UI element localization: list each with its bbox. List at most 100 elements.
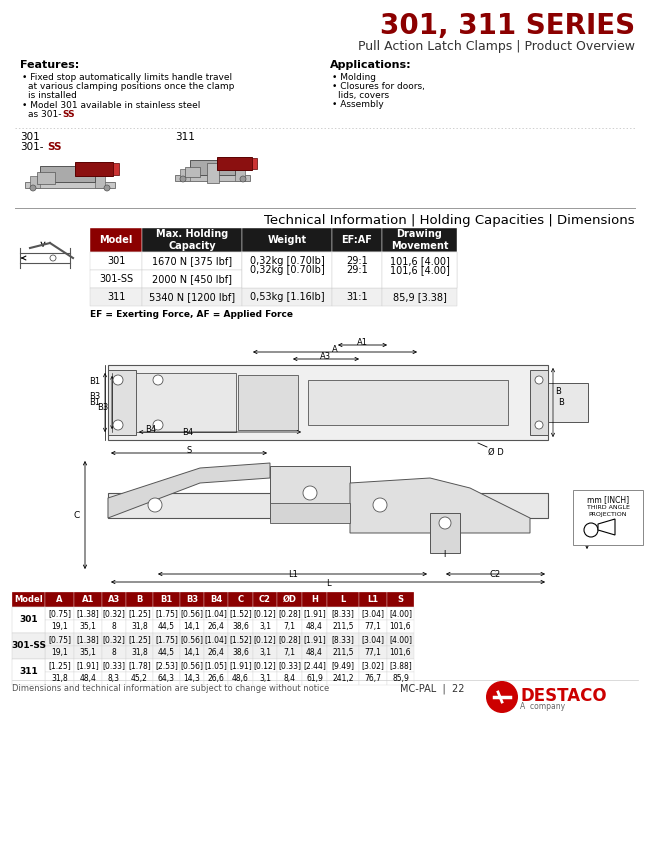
Text: 0,53kg [1.16lb]: 0,53kg [1.16lb] (250, 292, 324, 302)
Bar (277, 659, 302, 672)
Bar (359, 646, 387, 659)
Bar (95, 176, 105, 188)
Text: • Fixed stop automatically limits handle travel: • Fixed stop automatically limits handle… (22, 73, 232, 82)
Bar (387, 620, 414, 633)
Text: 301: 301 (107, 256, 125, 266)
Bar (387, 592, 414, 607)
Bar (75, 162, 113, 176)
Bar (382, 252, 457, 270)
Text: C2: C2 (259, 595, 271, 604)
Bar (45, 620, 74, 633)
Text: SS: SS (62, 110, 75, 119)
Text: EF:AF: EF:AF (341, 235, 372, 245)
Text: C: C (73, 510, 80, 520)
Bar (126, 633, 153, 646)
Text: [1.38]: [1.38] (77, 635, 99, 644)
Bar (108, 493, 548, 518)
Text: 0,32kg [0.70lb]: 0,32kg [0.70lb] (250, 256, 324, 266)
Circle shape (153, 375, 163, 385)
Text: 2000 N [450 lbf]: 2000 N [450 lbf] (152, 274, 232, 284)
Bar (228, 592, 253, 607)
Bar (387, 659, 414, 672)
Circle shape (30, 185, 36, 191)
Bar (180, 620, 204, 633)
Text: [0.28]: [0.28] (278, 635, 301, 644)
Bar (253, 633, 277, 646)
Text: B4: B4 (210, 595, 222, 604)
Text: [0.75]: [0.75] (48, 609, 71, 618)
Circle shape (303, 486, 317, 500)
Text: 48,6: 48,6 (232, 674, 249, 683)
Bar (113, 163, 119, 175)
Bar (359, 620, 387, 633)
Bar (253, 659, 277, 672)
Bar (204, 633, 228, 646)
Bar (228, 672, 253, 685)
Bar (270, 503, 350, 523)
Bar (142, 270, 242, 288)
Bar (180, 646, 204, 659)
Text: H: H (311, 595, 318, 604)
Text: 45,2: 45,2 (131, 674, 148, 683)
Text: [1.52]: [1.52] (229, 635, 252, 644)
Bar (180, 659, 204, 672)
Bar (126, 646, 153, 659)
Bar (253, 592, 277, 607)
Bar (153, 633, 180, 646)
Bar (45, 646, 74, 659)
Bar (302, 672, 327, 685)
Bar (277, 672, 302, 685)
Text: B: B (558, 398, 564, 407)
Text: [1.04]: [1.04] (205, 635, 228, 644)
Text: [1.25]: [1.25] (128, 635, 151, 644)
Text: A  company: A company (520, 702, 565, 711)
Text: [3.04]: [3.04] (361, 609, 385, 618)
Text: 29:1: 29:1 (346, 256, 368, 266)
Text: 19,1: 19,1 (51, 622, 68, 631)
Text: [1.25]: [1.25] (48, 661, 71, 670)
Bar (327, 633, 359, 646)
Bar (253, 607, 277, 620)
Text: • Closures for doors,: • Closures for doors, (332, 82, 425, 91)
Text: at various clamping positions once the clamp: at various clamping positions once the c… (28, 82, 235, 91)
Text: [0.12]: [0.12] (254, 609, 276, 618)
Text: A: A (332, 345, 338, 354)
Text: A3: A3 (108, 595, 120, 604)
Text: L1: L1 (367, 595, 378, 604)
Text: L1: L1 (288, 570, 298, 579)
Bar (126, 592, 153, 607)
Bar (327, 646, 359, 659)
Bar (530, 370, 548, 435)
Text: A1: A1 (356, 338, 367, 347)
Text: 31:1: 31:1 (346, 292, 368, 302)
Bar (102, 592, 126, 607)
Bar (277, 607, 302, 620)
Text: 211,5: 211,5 (332, 648, 354, 657)
Bar (108, 370, 136, 435)
Bar (102, 607, 126, 620)
Text: 14,1: 14,1 (183, 622, 200, 631)
Bar (180, 607, 204, 620)
Text: [0.12]: [0.12] (254, 661, 276, 670)
Bar (90, 228, 142, 252)
Text: [8.33]: [8.33] (332, 635, 354, 644)
Bar (180, 633, 204, 646)
Text: [0.28]: [0.28] (278, 609, 301, 618)
Bar (153, 607, 180, 620)
Text: [3.04]: [3.04] (361, 635, 385, 644)
Text: 85,9 [3.38]: 85,9 [3.38] (393, 292, 447, 302)
Text: 301-SS: 301-SS (99, 274, 133, 284)
Bar (573, 490, 643, 545)
Circle shape (240, 176, 246, 182)
Text: Ø D: Ø D (488, 448, 504, 457)
Bar (253, 620, 277, 633)
Bar (12, 633, 45, 659)
Polygon shape (598, 519, 615, 535)
Text: [1.38]: [1.38] (77, 609, 99, 618)
Bar (302, 592, 327, 607)
Bar (382, 228, 457, 252)
Text: A3: A3 (320, 352, 332, 361)
Text: 38,6: 38,6 (232, 622, 249, 631)
Bar (387, 607, 414, 620)
Bar (387, 672, 414, 685)
